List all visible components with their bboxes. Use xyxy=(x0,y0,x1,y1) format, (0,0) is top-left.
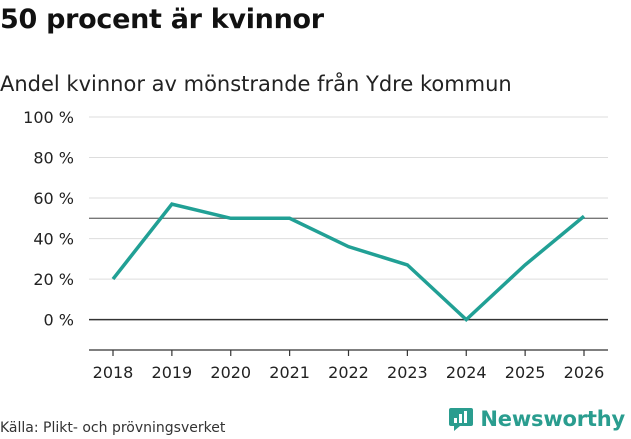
series-line xyxy=(111,202,586,322)
y-tick-label: 60 % xyxy=(33,189,74,208)
newsworthy-logo-icon xyxy=(449,408,474,431)
x-tick-label: 2021 xyxy=(269,363,310,382)
grid-layer xyxy=(89,116,608,321)
x-tick-label: 2024 xyxy=(446,363,487,382)
x-tick-label: 2026 xyxy=(564,363,605,382)
line-chart: 0 % 20 % 40 % 60 % 80 % 100 % 2018 2019 2020 2021… xyxy=(23,108,608,382)
y-tick-label: 20 % xyxy=(33,270,74,289)
x-tick-label: 2018 xyxy=(93,363,134,382)
y-tick-label: 80 % xyxy=(33,149,74,168)
x-tick-label: 2019 xyxy=(152,363,193,382)
y-tick-label: 0 % xyxy=(44,311,74,330)
y-tick-label: 100 % xyxy=(23,108,74,127)
y-tick-label: 40 % xyxy=(33,230,74,249)
brand-name: Newsworthy xyxy=(480,407,625,431)
brand-logo: Newsworthy xyxy=(448,406,625,432)
x-tick-label: 2022 xyxy=(328,363,369,382)
x-tick-label: 2020 xyxy=(210,363,251,382)
source-note: Källa: Plikt- och prövningsverket xyxy=(0,420,226,436)
x-tick-label: 2023 xyxy=(387,363,428,382)
axis-layer: 0 % 20 % 40 % 60 % 80 % 100 % 2018 2019 2020 2021… xyxy=(23,108,608,382)
chart-title: 50 procent är kvinnor xyxy=(0,4,324,35)
chart-subtitle: Andel kvinnor av mönstrande från Ydre ko… xyxy=(0,72,512,96)
series-layer xyxy=(111,202,586,322)
x-tick-label: 2025 xyxy=(505,363,546,382)
